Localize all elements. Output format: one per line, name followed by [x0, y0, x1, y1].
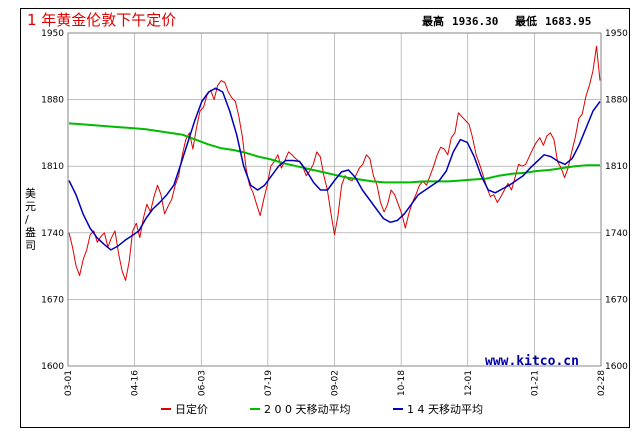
chart-frame: 1 年黄金伦敦下午定价 最高 1936.30 最低 1683.95 1600 16…: [20, 8, 630, 428]
y-tick-label-left: 1670: [41, 295, 64, 305]
series-lines: [68, 45, 601, 281]
ma200-line: [68, 122, 600, 184]
x-tick-label: 10-18: [397, 370, 407, 396]
gold-price-chart: 1 年黄金伦敦下午定价 最高 1936.30 最低 1683.95 160016…: [25, 11, 628, 416]
y-tick-label-right: 1950: [605, 29, 628, 39]
x-tick-label: 12-01: [464, 370, 474, 396]
watermark: www.kitco.cn: [485, 354, 579, 369]
y-tick-label-right: 1880: [605, 96, 628, 106]
ma14-line: [68, 87, 601, 251]
x-tick-label: 04-16: [131, 370, 141, 396]
x-tick-label: 07-19: [264, 370, 274, 396]
y-ticks-right: 1600 1670 1740 1810 1880 1950: [605, 29, 628, 372]
y-tick-label-right: 1600: [605, 362, 628, 372]
y-axis-label-char: 美: [25, 187, 36, 200]
low-value: 1683.95: [545, 15, 591, 28]
daily-fix-line: [68, 45, 601, 281]
y-tick-label-left: 1950: [41, 29, 64, 39]
x-tick-label: 02-28: [597, 370, 607, 396]
y-axis-label-char: 元: [25, 200, 36, 213]
x-tick-label: 03-01: [64, 370, 74, 396]
y-tick-label-right: 1670: [605, 295, 628, 305]
low-label: 最低: [515, 14, 537, 28]
x-tick-label: 06-03: [197, 370, 207, 396]
stats-readout: 最高 1936.30 最低 1683.95: [422, 14, 591, 28]
y-tick-label-left: 1810: [41, 162, 64, 172]
high-label: 最高: [422, 14, 444, 28]
grid: [67, 32, 602, 367]
y-tick-label-left: 1880: [41, 96, 64, 106]
legend: 日定价 2 0 0 天移动平均 1 4 天移动平均: [161, 402, 483, 416]
legend-label: 1 4 天移动平均: [407, 403, 483, 416]
y-ticks-left: 1600 1670 1740 1810 1880 1950: [41, 29, 64, 372]
y-tick-label-left: 1600: [41, 362, 64, 372]
legend-label: 日定价: [175, 402, 208, 416]
y-axis-label-char: /: [25, 213, 29, 226]
y-axis-label-char: 司: [25, 239, 36, 252]
x-tick-label: 01-21: [530, 370, 540, 396]
chart-title: 1 年黄金伦敦下午定价: [27, 11, 176, 29]
high-value: 1936.30: [452, 15, 498, 28]
legend-label: 2 0 0 天移动平均: [264, 403, 351, 416]
x-ticks: 03-01 04-16 06-03 07-19 09-02 10-18 12-01 01-21…: [64, 370, 607, 396]
y-axis-label-char: 盎: [25, 225, 36, 239]
y-tick-label-right: 1740: [605, 229, 628, 239]
y-tick-label-left: 1740: [41, 229, 64, 239]
plot-border: [67, 32, 602, 367]
y-axis-label: 美元/盎司: [25, 187, 36, 252]
y-tick-label-right: 1810: [605, 162, 628, 172]
x-tick-label: 09-02: [331, 370, 341, 396]
